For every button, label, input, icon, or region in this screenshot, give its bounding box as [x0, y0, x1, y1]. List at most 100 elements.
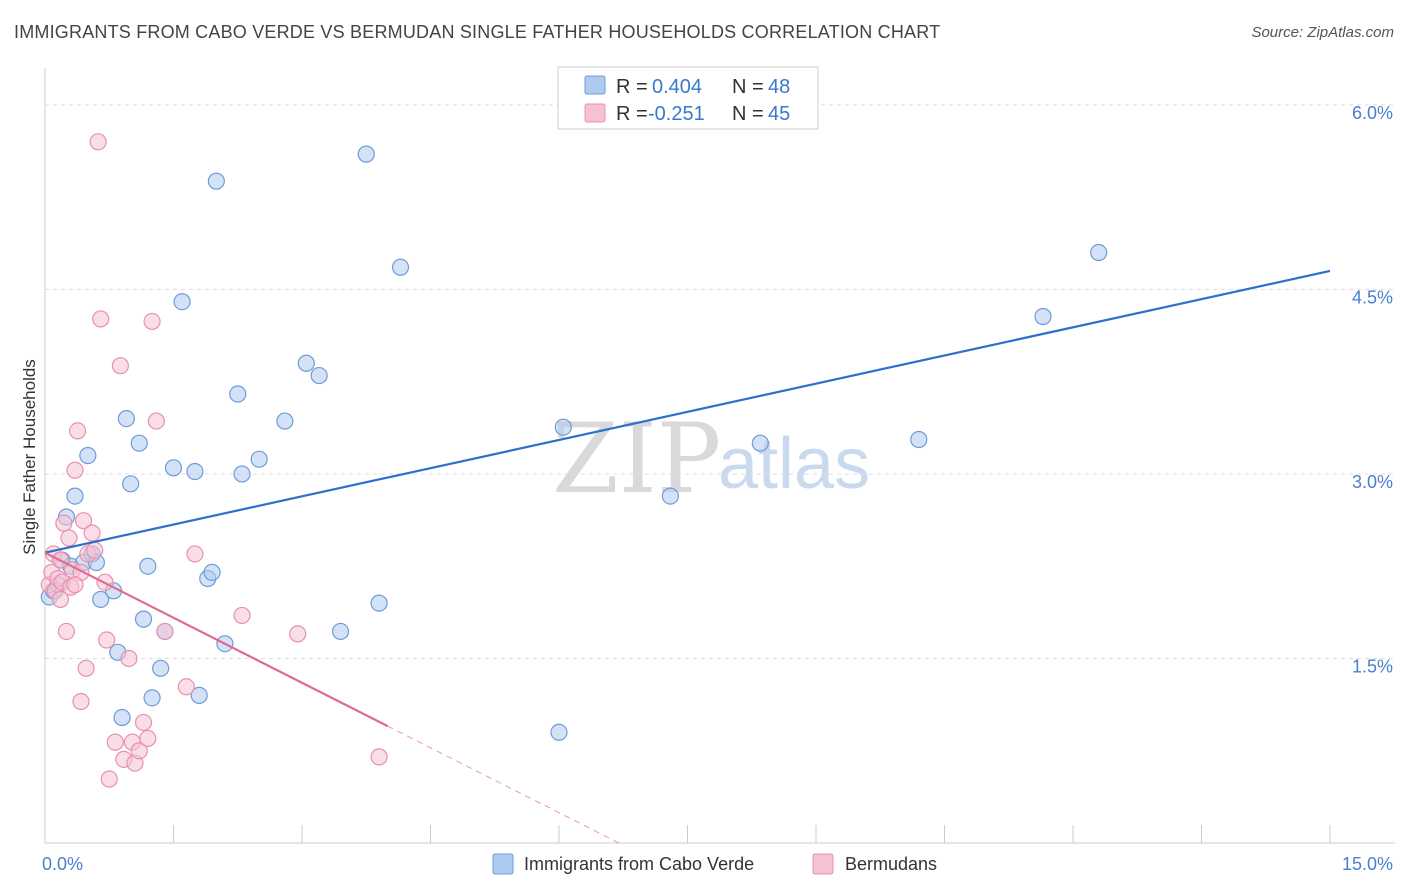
- cabo-verde-point: [233, 465, 251, 483]
- x-tick-label: 0.0%: [42, 854, 83, 874]
- bermudan-point: [51, 590, 70, 609]
- cabo-verde-point: [79, 446, 97, 465]
- cabo-verde-point: [1034, 307, 1052, 326]
- y-tick-label: 1.5%: [1352, 656, 1393, 676]
- cabo-verde-point: [152, 659, 170, 677]
- series-legend-label-blue: Immigrants from Cabo Verde: [524, 854, 754, 874]
- cabo-verde-point: [173, 293, 191, 311]
- legend-swatch-pink: [584, 103, 606, 123]
- bermudan-point: [92, 310, 110, 328]
- cabo-verde-point: [297, 354, 315, 372]
- cabo-verde-point: [910, 430, 928, 449]
- bermudan-point: [139, 729, 157, 748]
- bermudan-point: [134, 713, 153, 732]
- cabo-verde-point: [139, 557, 157, 575]
- series-bermudans: [40, 133, 388, 788]
- cabo-verde-point: [661, 487, 679, 505]
- legend-n-value-blue: 48: [768, 76, 790, 98]
- bermudan-point: [66, 461, 84, 479]
- y-axis-title: Single Father Households: [20, 359, 39, 555]
- cabo-verde-point: [276, 412, 294, 430]
- trend-lines: [44, 269, 1331, 844]
- cabo-verde-point: [113, 708, 131, 727]
- bermudan-point: [106, 733, 124, 751]
- y-tick-label: 4.5%: [1352, 287, 1393, 307]
- bermudan-point: [77, 659, 95, 677]
- series-legend-swatch-pink: [812, 853, 834, 875]
- watermark-zip: ZIP: [552, 403, 721, 515]
- stats-legend: R = 0.404 N = 48 R = -0.251 N = 45: [557, 66, 819, 130]
- watermark-atlas: atlas: [718, 424, 870, 504]
- bermudan-point: [120, 649, 138, 668]
- legend-r-value-pink: -0.251: [648, 103, 705, 125]
- cabo-verde-point: [207, 172, 225, 190]
- bermudan-point: [143, 312, 161, 331]
- legend-n-label-blue: N =: [732, 76, 764, 98]
- cabo-verde-point: [92, 590, 110, 609]
- series-legend: Immigrants from Cabo Verde Bermudans: [492, 853, 937, 875]
- series-legend-swatch-blue: [492, 853, 514, 875]
- bermudan-point: [72, 692, 90, 711]
- bermudan-point: [289, 625, 307, 643]
- bermudan-point: [130, 742, 148, 760]
- cabo-verde-point: [1090, 243, 1108, 262]
- cabo-verde-point: [134, 610, 153, 628]
- bermudan-point: [68, 422, 87, 440]
- axes: [44, 68, 1395, 844]
- bermudan-trend-line: [44, 551, 389, 728]
- legend-n-label-pink: N =: [732, 103, 764, 125]
- cabo-verde-trend-line: [44, 269, 1331, 554]
- cabo-verde-point: [554, 418, 572, 436]
- cabo-verde-point: [203, 563, 221, 581]
- tick-labels: 1.5% 3.0% 4.5% 6.0% 0.0% 15.0%: [42, 103, 1393, 874]
- cabo-verde-point: [143, 689, 161, 707]
- source-credit: Source: ZipAtlas.com: [1251, 24, 1394, 41]
- cabo-verde-point: [370, 594, 388, 612]
- bermudan-point: [60, 529, 78, 547]
- cabo-verde-point: [190, 686, 208, 704]
- cabo-verde-point: [391, 258, 410, 276]
- bermudan-point: [86, 541, 104, 559]
- cabo-verde-point: [117, 409, 135, 428]
- bermudan-point: [74, 512, 93, 530]
- bermudan-point: [177, 678, 195, 696]
- cabo-verde-point: [186, 462, 204, 481]
- bermudan-point: [156, 622, 174, 641]
- bermudan-point: [233, 606, 251, 625]
- cabo-verde-point: [310, 366, 328, 385]
- legend-r-value-blue: 0.404: [652, 76, 702, 98]
- cabo-verde-point: [250, 450, 268, 468]
- bermudan-point: [147, 412, 165, 430]
- legend-r-label-pink: R =: [616, 103, 648, 125]
- cabo-verde-point: [550, 723, 568, 741]
- cabo-verde-point: [130, 434, 148, 452]
- cabo-verde-point: [751, 434, 769, 452]
- bermudan-point: [370, 748, 388, 766]
- bermudan-point: [111, 357, 129, 375]
- cabo-verde-point: [122, 475, 140, 493]
- legend-n-value-pink: 45: [768, 103, 790, 125]
- series-legend-label-pink: Bermudans: [845, 854, 937, 874]
- bermudan-point: [89, 133, 107, 151]
- bermudan-point: [100, 770, 118, 788]
- cabo-verde-point: [331, 622, 350, 641]
- x-tick-label: 15.0%: [1342, 854, 1393, 874]
- cabo-verde-point: [66, 487, 84, 505]
- bermudan-point: [66, 576, 84, 594]
- bermudan-trend-extension: [387, 725, 620, 844]
- bermudan-point: [55, 514, 73, 532]
- gridlines: [45, 104, 1395, 659]
- bermudan-point: [83, 524, 101, 542]
- bermudan-point: [186, 545, 204, 563]
- bermudan-point: [98, 631, 116, 649]
- legend-swatch-blue: [584, 75, 606, 95]
- y-tick-label: 3.0%: [1352, 472, 1393, 492]
- cabo-verde-point: [164, 459, 183, 477]
- y-tick-label: 6.0%: [1352, 103, 1393, 123]
- chart-title: IMMIGRANTS FROM CABO VERDE VS BERMUDAN S…: [14, 22, 941, 42]
- cabo-verde-point: [229, 385, 247, 403]
- legend-r-label-blue: R =: [616, 76, 648, 98]
- cabo-verde-point: [357, 145, 375, 163]
- bermudan-point: [57, 622, 76, 641]
